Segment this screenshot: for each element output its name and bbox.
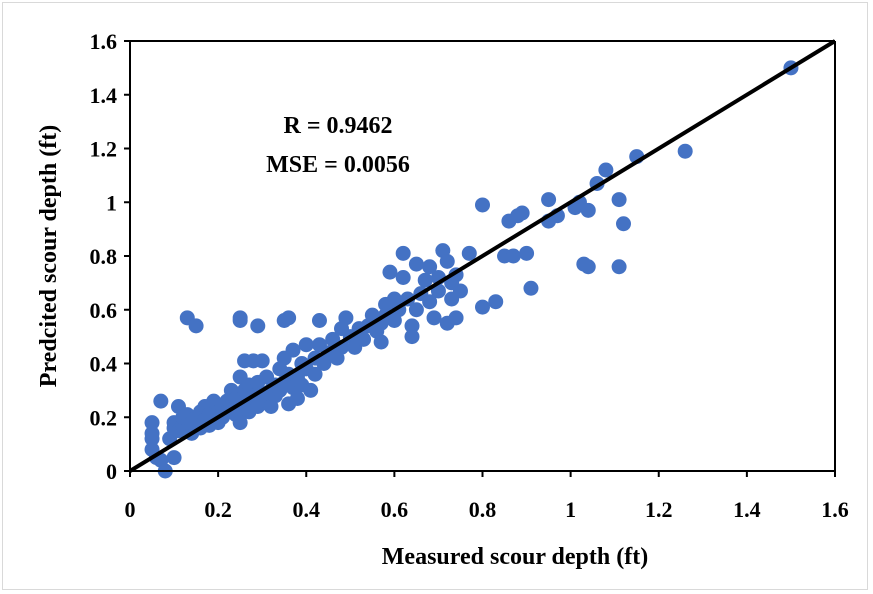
data-point xyxy=(232,310,248,326)
data-point xyxy=(281,310,297,326)
x-tick-label: 0.4 xyxy=(293,497,321,522)
x-tick-label: 1.2 xyxy=(645,497,673,522)
data-point xyxy=(144,431,160,447)
data-point xyxy=(439,253,455,269)
y-axis-title: Predcited scour depth (ft) xyxy=(36,125,62,387)
annotation-r: R = 0.9462 xyxy=(283,113,392,139)
data-point xyxy=(285,342,301,358)
data-point xyxy=(541,192,557,208)
data-point xyxy=(426,310,442,326)
data-point xyxy=(422,259,438,275)
x-tick-label: 0.6 xyxy=(381,497,409,522)
data-point xyxy=(311,313,327,328)
data-point xyxy=(298,337,314,353)
y-tick-label: 1.2 xyxy=(90,137,118,162)
data-point xyxy=(356,331,372,347)
data-point xyxy=(475,197,490,213)
y-tick-label: 0.8 xyxy=(90,244,118,269)
y-tick-label: 1.4 xyxy=(90,83,118,108)
x-ticks: 0 0.2 0.4 0.6 0.8 1 1.2 1.4 1.6 xyxy=(125,471,849,522)
data-point xyxy=(404,329,420,345)
y-tick-label: 0.6 xyxy=(90,298,118,323)
data-point xyxy=(461,245,477,261)
data-point xyxy=(514,205,530,221)
data-point xyxy=(254,353,270,369)
y-ticks: 0 0.2 0.4 0.6 0.8 1 1.2 1.4 1.6 xyxy=(90,29,130,484)
data-point xyxy=(144,415,160,431)
plot-points xyxy=(144,60,799,479)
x-axis-title: Measured scour depth (ft) xyxy=(382,544,648,570)
y-tick-label: 1 xyxy=(106,190,117,215)
y-tick-label: 1.6 xyxy=(90,29,118,54)
data-point xyxy=(153,393,169,409)
data-point xyxy=(408,256,424,272)
data-point xyxy=(408,302,424,318)
data-point xyxy=(417,272,433,288)
x-tick-label: 1.4 xyxy=(733,497,761,522)
data-point xyxy=(580,202,596,218)
data-point xyxy=(677,143,693,159)
y-tick-label: 0.2 xyxy=(90,405,118,430)
data-point xyxy=(232,415,248,431)
reference-line xyxy=(128,39,837,473)
annotation-mse: MSE = 0.0056 xyxy=(266,152,410,178)
data-point xyxy=(452,283,468,299)
data-point xyxy=(188,318,204,334)
data-point xyxy=(598,162,614,178)
data-point xyxy=(373,334,389,350)
data-point xyxy=(289,390,305,406)
y-tick-label: 0 xyxy=(106,459,117,484)
y-tick-label: 0.4 xyxy=(90,352,118,377)
x-tick-label: 1 xyxy=(565,497,576,522)
data-point xyxy=(250,318,266,334)
x-tick-label: 0 xyxy=(125,497,136,522)
data-point xyxy=(307,366,323,382)
data-point xyxy=(395,270,411,285)
data-point xyxy=(523,280,539,296)
data-point xyxy=(422,294,438,310)
data-point xyxy=(505,248,521,264)
data-point xyxy=(338,310,354,326)
data-point xyxy=(395,245,411,261)
data-point xyxy=(580,259,596,275)
data-point xyxy=(611,192,627,208)
x-tick-label: 1.6 xyxy=(821,497,849,522)
data-point xyxy=(616,216,631,232)
data-point xyxy=(475,299,490,315)
data-point xyxy=(519,245,535,261)
data-point xyxy=(448,310,464,326)
x-tick-label: 0.2 xyxy=(204,497,232,522)
data-point xyxy=(488,294,504,310)
data-point xyxy=(611,259,627,275)
data-point xyxy=(166,450,182,466)
data-point xyxy=(404,318,420,334)
data-point xyxy=(303,382,319,398)
x-tick-label: 0.8 xyxy=(469,497,497,522)
data-point xyxy=(382,264,398,280)
